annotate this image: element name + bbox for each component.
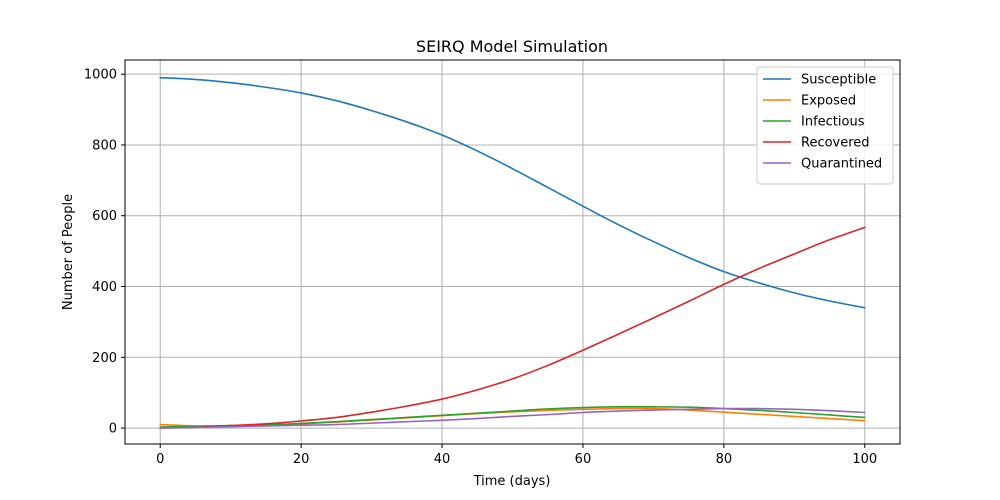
x-tick-label: 100: [852, 452, 877, 467]
y-axis: 0 200 400 600 800 1000: [84, 68, 125, 437]
x-tick-label: 80: [716, 452, 733, 467]
series-line-quarantined: [159, 407, 866, 429]
legend-box: [756, 66, 894, 185]
y-tick-label: 800: [92, 138, 117, 153]
y-tick-label: 400: [92, 280, 117, 295]
x-tick-label: 60: [575, 452, 592, 467]
x-tick-label: 40: [434, 452, 451, 467]
legend: Susceptible Exposed Infectious Recovered Qua…: [756, 66, 894, 185]
x-axis: 0 20 40 60 80 100: [156, 444, 877, 467]
legend-label-exposed: Exposed: [801, 94, 856, 109]
x-tick-label: 20: [293, 452, 310, 467]
y-tick-label: 0: [109, 422, 117, 437]
plot-frame: [124, 59, 901, 445]
legend-label-susceptible: Susceptible: [801, 73, 876, 88]
legend-label-recovered: Recovered: [801, 136, 870, 151]
x-axis-label: Time (days): [473, 474, 551, 489]
series-layer: [159, 76, 866, 429]
series-line-infectious: [159, 405, 866, 428]
legend-label-quarantined: Quarantined: [801, 157, 882, 172]
legend-label-infectious: Infectious: [801, 115, 865, 130]
x-tick-label: 0: [156, 452, 164, 467]
y-tick-label: 600: [92, 209, 117, 224]
series-line-recovered: [159, 226, 866, 429]
y-tick-label: 1000: [84, 68, 117, 83]
y-tick-label: 200: [92, 351, 117, 366]
y-axis-label: Number of People: [61, 194, 76, 310]
series-line-susceptible: [159, 76, 866, 309]
chart-title: SEIRQ Model Simulation: [416, 37, 608, 56]
